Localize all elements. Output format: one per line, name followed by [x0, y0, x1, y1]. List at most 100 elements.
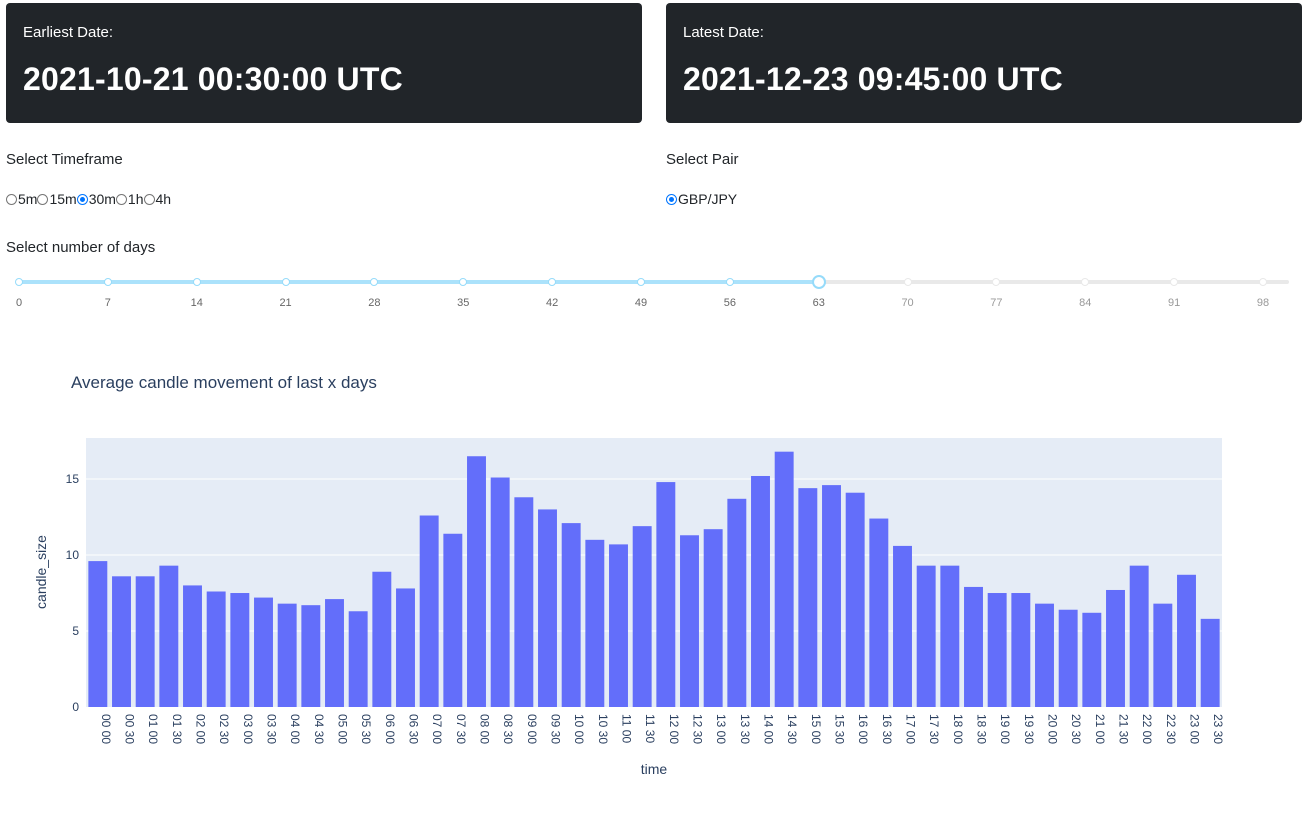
slider-dot[interactable] — [459, 278, 468, 286]
bar[interactable] — [301, 605, 321, 707]
slider-dot[interactable] — [1259, 278, 1267, 286]
bar[interactable] — [869, 518, 889, 707]
timeframe-radio[interactable] — [76, 193, 88, 205]
bar[interactable] — [1106, 589, 1125, 707]
timeframe-option-label[interactable]: 5m — [18, 191, 38, 207]
bar[interactable] — [467, 456, 486, 707]
pair-option-label[interactable]: GBP/JPY — [678, 191, 738, 207]
bar[interactable] — [893, 545, 912, 707]
timeframe-option-label[interactable]: 30m — [88, 191, 116, 207]
timeframe-option[interactable]: 4h — [143, 191, 172, 207]
bar[interactable] — [372, 571, 392, 707]
bar[interactable] — [348, 611, 368, 707]
slider-dot[interactable] — [548, 278, 557, 286]
bar[interactable] — [845, 492, 865, 707]
bar[interactable] — [538, 509, 557, 707]
slider-mark-label[interactable]: 35 — [457, 297, 470, 309]
slider-mark-label[interactable]: 49 — [634, 297, 648, 309]
slider-dot[interactable] — [192, 278, 201, 286]
bar[interactable] — [88, 561, 108, 707]
bar[interactable] — [774, 451, 794, 707]
timeframe-radio[interactable] — [6, 193, 17, 205]
bar[interactable] — [159, 565, 179, 707]
slider-mark-label[interactable]: 7 — [104, 297, 111, 309]
slider-dot[interactable] — [903, 278, 912, 286]
timeframe-radio[interactable] — [37, 193, 49, 205]
timeframe-radio[interactable] — [115, 193, 127, 205]
bar[interactable] — [561, 523, 581, 707]
timeframe-option-label[interactable]: 15m — [49, 191, 77, 207]
slider-mark-label[interactable]: 91 — [1168, 297, 1181, 309]
slider-mark-label[interactable]: 21 — [279, 297, 292, 309]
bar[interactable] — [987, 593, 1007, 707]
slider-mark-label[interactable]: 56 — [723, 297, 736, 309]
bar[interactable] — [112, 576, 131, 707]
slider-mark-label[interactable]: 84 — [1079, 297, 1092, 309]
slider-dot[interactable] — [281, 278, 290, 286]
bar[interactable] — [656, 482, 676, 707]
bar[interactable] — [1200, 618, 1220, 707]
bar[interactable] — [964, 586, 983, 707]
bar[interactable] — [585, 539, 605, 707]
slider-dot[interactable] — [637, 278, 645, 286]
bar[interactable] — [822, 485, 841, 707]
slider-mark-label[interactable]: 28 — [368, 297, 381, 309]
days-slider[interactable]: 0 7 14 21 28 35 42 49 56 63 70 77 84 91 98 — [0, 268, 1307, 318]
bar[interactable] — [609, 544, 628, 707]
slider-dot[interactable] — [1081, 278, 1090, 286]
timeframe-option[interactable]: 15m — [37, 191, 77, 207]
bar[interactable] — [1035, 603, 1054, 707]
bar[interactable] — [135, 576, 155, 707]
slider-mark-label[interactable]: 0 — [15, 297, 23, 309]
bar[interactable] — [490, 477, 510, 707]
bar[interactable] — [632, 526, 652, 707]
bar[interactable] — [1129, 565, 1149, 707]
bar[interactable] — [419, 515, 439, 707]
slider-mark-label[interactable]: 14 — [190, 297, 203, 309]
bar[interactable] — [514, 497, 534, 707]
timeframe-option-label[interactable]: 1h — [127, 191, 144, 207]
slider-mark-label[interactable]: 77 — [990, 297, 1003, 309]
slider-mark-label[interactable]: 63 — [812, 297, 825, 309]
pair-radio[interactable] — [666, 193, 677, 205]
bar[interactable] — [1082, 612, 1102, 707]
slider-mark-label[interactable]: 98 — [1256, 297, 1270, 309]
slider-track[interactable] — [19, 280, 819, 284]
slider-handle[interactable] — [811, 275, 826, 289]
bar[interactable] — [1177, 574, 1196, 707]
slider-dot[interactable] — [1170, 278, 1179, 286]
bar[interactable] — [1153, 603, 1173, 707]
timeframe-radio[interactable] — [143, 193, 155, 205]
slider-dot[interactable] — [370, 278, 379, 286]
timeframe-option[interactable]: 1h — [115, 191, 144, 207]
bar[interactable] — [1058, 609, 1078, 707]
bar[interactable] — [183, 585, 202, 707]
bar[interactable] — [254, 597, 273, 707]
timeframe-option[interactable]: 5m — [6, 191, 37, 207]
bar[interactable] — [751, 475, 770, 707]
slider-dot[interactable] — [15, 278, 23, 286]
slider-dot[interactable] — [992, 278, 1001, 286]
pair-option[interactable]: GBP/JPY — [666, 191, 737, 207]
bar[interactable] — [443, 533, 463, 707]
bar[interactable] — [206, 591, 226, 707]
bar[interactable] — [396, 588, 415, 707]
bar[interactable] — [680, 535, 699, 707]
bar[interactable] — [703, 529, 723, 707]
bar[interactable] — [940, 565, 960, 707]
slider-dot[interactable] — [725, 278, 734, 286]
x-tick-label: 23 30 — [1211, 714, 1225, 744]
bar[interactable] — [230, 593, 250, 707]
bar[interactable] — [1011, 593, 1031, 707]
slider-mark-label[interactable]: 42 — [546, 297, 559, 309]
slider-mark-label[interactable]: 70 — [901, 297, 914, 309]
bar[interactable] — [798, 488, 818, 707]
bar[interactable] — [277, 603, 297, 707]
timeframe-option-label[interactable]: 4h — [155, 191, 172, 207]
bar[interactable] — [727, 498, 747, 707]
x-tick-label: 04 00 — [288, 714, 302, 744]
bar[interactable] — [916, 565, 936, 707]
timeframe-option[interactable]: 30m — [76, 191, 116, 207]
bar[interactable] — [325, 599, 344, 707]
slider-dot[interactable] — [103, 278, 112, 286]
